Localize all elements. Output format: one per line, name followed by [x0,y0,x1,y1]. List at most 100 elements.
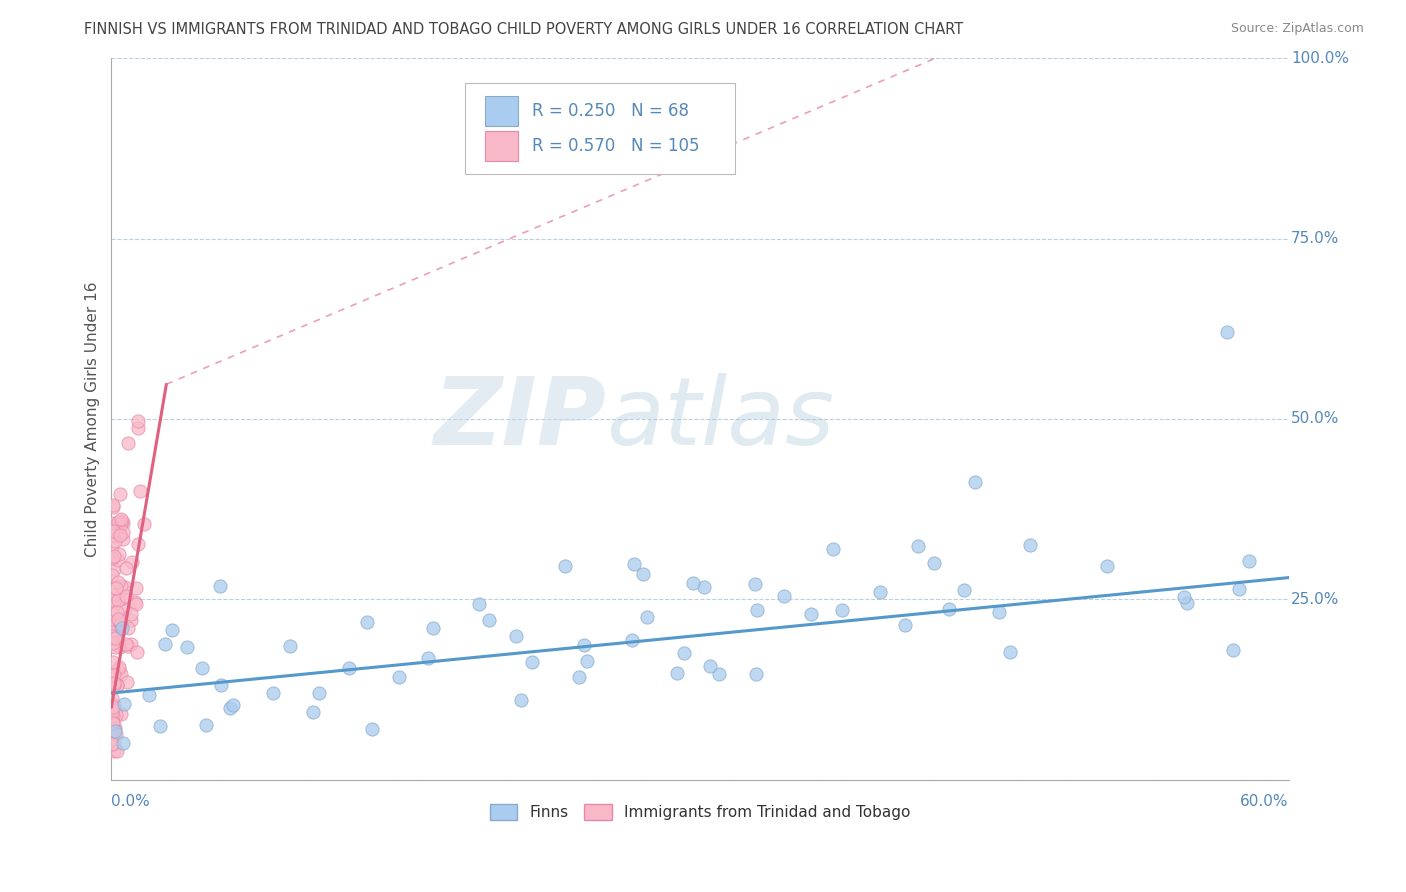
Point [107,612,129,626]
Point [104,587,127,601]
Point [149,719,172,733]
Point [104,615,127,629]
Point [104,533,127,548]
Point [101,568,124,582]
Point [103,716,125,731]
Point [631,567,654,582]
Point [101,592,124,607]
Point [222,698,245,713]
Point [105,605,128,619]
Point [134,516,156,531]
Point [209,579,232,593]
Text: 75.0%: 75.0% [1291,231,1340,246]
Point [117,621,139,635]
Point [112,591,135,605]
Point [105,623,128,637]
Text: R = 0.250   N = 68: R = 0.250 N = 68 [531,102,689,120]
Point [103,615,125,629]
Point [100,606,122,620]
Point [125,597,148,611]
Point [104,722,127,736]
Point [101,700,124,714]
Point [108,660,131,674]
Point [107,593,129,607]
Point [963,475,986,489]
Point [110,512,132,526]
Text: ZIP: ZIP [433,373,606,465]
Point [621,632,644,647]
Point [103,666,125,681]
Point [101,629,124,643]
Point [127,414,149,428]
Point [120,607,142,621]
Point [103,722,125,736]
Point [110,706,132,721]
Point [772,589,794,603]
Point [115,637,138,651]
Point [209,678,232,692]
Point [105,707,128,722]
Point [998,645,1021,659]
Point [105,678,128,692]
Point [744,666,766,681]
Point [682,575,704,590]
Point [218,701,240,715]
Point [568,670,591,684]
Point [505,629,527,643]
Text: 100.0%: 100.0% [1291,51,1348,66]
Point [101,634,124,648]
Point [103,626,125,640]
Point [1173,590,1195,604]
Point [101,709,124,723]
Point [636,610,658,624]
Point [388,670,411,684]
Point [108,640,131,654]
Point [869,584,891,599]
Point [115,560,138,574]
Point [114,580,136,594]
Point [117,435,139,450]
Point [821,541,844,556]
Point [699,659,721,673]
Point [1216,326,1239,340]
Point [160,623,183,637]
Point [110,516,132,530]
Point [478,613,501,627]
Point [361,723,384,737]
Point [103,737,125,751]
Point [108,487,131,501]
Point [110,667,132,681]
Point [894,617,917,632]
Point [103,698,125,712]
Text: Source: ZipAtlas.com: Source: ZipAtlas.com [1230,22,1364,36]
Point [101,681,124,696]
Point [103,723,125,738]
Point [416,651,439,665]
Point [1097,558,1119,573]
Point [101,551,124,566]
Point [100,622,122,636]
Point [101,715,124,730]
Point [103,635,125,649]
Point [153,637,176,651]
Point [111,514,134,528]
Point [938,602,960,616]
Point [672,646,695,660]
Point [103,549,125,563]
Point [422,621,444,635]
FancyBboxPatch shape [464,84,735,174]
Point [101,625,124,640]
Point [127,536,149,550]
Point [262,686,284,700]
Point [120,637,142,651]
Point [308,686,330,700]
Point [104,727,127,741]
Point [101,499,124,513]
Point [107,515,129,529]
Point [103,676,125,690]
Point [110,518,132,533]
Point [104,632,127,646]
Point [105,678,128,692]
Point [127,645,149,659]
Point [100,516,122,531]
